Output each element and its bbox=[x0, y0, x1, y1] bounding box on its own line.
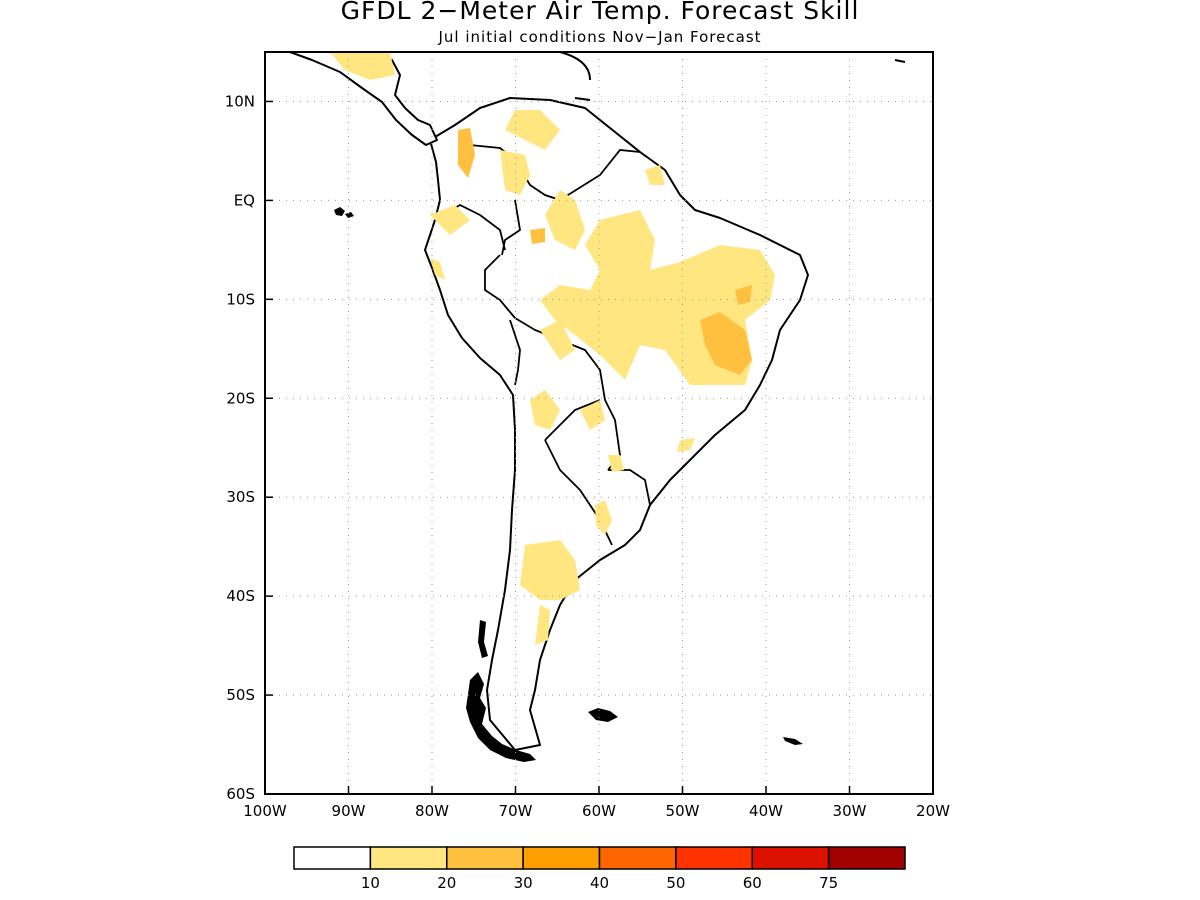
colorbar-label: 30 bbox=[514, 874, 533, 892]
colorbar-swatch bbox=[751, 846, 830, 870]
lat-tick-label: 30S bbox=[226, 488, 255, 506]
colorbar-label: 60 bbox=[743, 874, 762, 892]
lon-tick-label: 100W bbox=[243, 802, 287, 820]
lat-tick-label: 20S bbox=[226, 389, 255, 407]
colorbar-label: 75 bbox=[819, 874, 838, 892]
chile-fjords bbox=[466, 672, 536, 762]
falkland-islands bbox=[588, 708, 618, 722]
lat-tick-label: 10S bbox=[226, 290, 255, 308]
lat-tick-label: 10N bbox=[225, 92, 255, 110]
lat-tick-label: 50S bbox=[226, 686, 255, 704]
colorbar-label: 20 bbox=[437, 874, 456, 892]
colorbar-swatch bbox=[675, 846, 753, 870]
colorbar-label: 50 bbox=[666, 874, 685, 892]
lon-tick-label: 40W bbox=[749, 802, 783, 820]
colorbar-label: 10 bbox=[361, 874, 380, 892]
lon-tick-label: 20W bbox=[916, 802, 950, 820]
lon-tick-label: 90W bbox=[332, 802, 366, 820]
map-title: GFDL 2−Meter Air Temp. Forecast Skill bbox=[340, 0, 860, 25]
caribbean-islands bbox=[559, 52, 906, 101]
chiloe-islands bbox=[478, 620, 488, 658]
axis-ticks: 100W 90W 80W 70W 60W 50W 40W 30W 20W 10N EQ 10S 20S 3… bbox=[225, 92, 950, 820]
colorbar-swatch bbox=[522, 846, 601, 870]
colorbar-swatch bbox=[446, 846, 524, 870]
lon-tick-label: 80W bbox=[415, 802, 449, 820]
colorbar-swatch bbox=[827, 846, 906, 870]
lon-tick-label: 30W bbox=[833, 802, 867, 820]
skill-shading-20-30 bbox=[458, 128, 752, 375]
map-area bbox=[289, 52, 906, 762]
lon-tick-label: 50W bbox=[666, 802, 700, 820]
lon-tick-label: 60W bbox=[582, 802, 616, 820]
colorbar-swatch bbox=[369, 846, 448, 870]
lat-tick-label: EQ bbox=[234, 191, 255, 209]
map-grid bbox=[265, 52, 933, 794]
lon-tick-label: 70W bbox=[499, 802, 533, 820]
south-georgia bbox=[783, 737, 803, 745]
galapagos-islands bbox=[334, 207, 354, 218]
lat-tick-label: 60S bbox=[226, 785, 255, 803]
map-subtitle: Jul initial conditions Nov−Jan Forecast bbox=[438, 28, 762, 46]
colorbar-label: 40 bbox=[590, 874, 609, 892]
colorbar-swatch bbox=[293, 846, 372, 870]
colorbar: 10 20 30 40 50 60 75 bbox=[293, 846, 906, 892]
colorbar-swatch bbox=[598, 846, 677, 870]
lat-tick-label: 40S bbox=[226, 587, 255, 605]
